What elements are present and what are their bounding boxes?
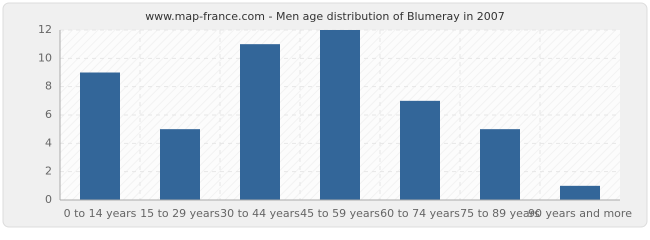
x-tick-label: 30 to 44 years: [220, 207, 300, 220]
y-tick-label: 8: [45, 80, 52, 93]
bar: [80, 72, 120, 200]
y-tick-label: 10: [38, 51, 52, 64]
chart-title: www.map-france.com - Men age distributio…: [145, 10, 505, 23]
x-tick-label: 90 years and more: [528, 207, 632, 220]
x-tick-label: 60 to 74 years: [380, 207, 460, 220]
bar: [400, 100, 440, 200]
bar: [320, 30, 360, 200]
y-tick-label: 12: [38, 23, 52, 36]
y-tick-label: 6: [45, 108, 52, 121]
x-tick-label: 15 to 29 years: [140, 207, 220, 220]
bar: [560, 185, 600, 200]
x-tick-label: 75 to 89 years: [460, 207, 540, 220]
x-tick-label: 0 to 14 years: [64, 207, 137, 220]
page: {"chart_data": {"type": "bar", "title": …: [2, 2, 648, 228]
bar: [480, 129, 520, 200]
chart: www.map-france.com - Men age distributio…: [2, 2, 648, 228]
y-tick-label: 4: [45, 136, 52, 149]
y-tick-label: 0: [45, 193, 52, 206]
x-tick-label: 45 to 59 years: [300, 207, 380, 220]
bar: [160, 129, 200, 200]
y-tick-label: 2: [45, 165, 52, 178]
bar: [240, 44, 280, 200]
